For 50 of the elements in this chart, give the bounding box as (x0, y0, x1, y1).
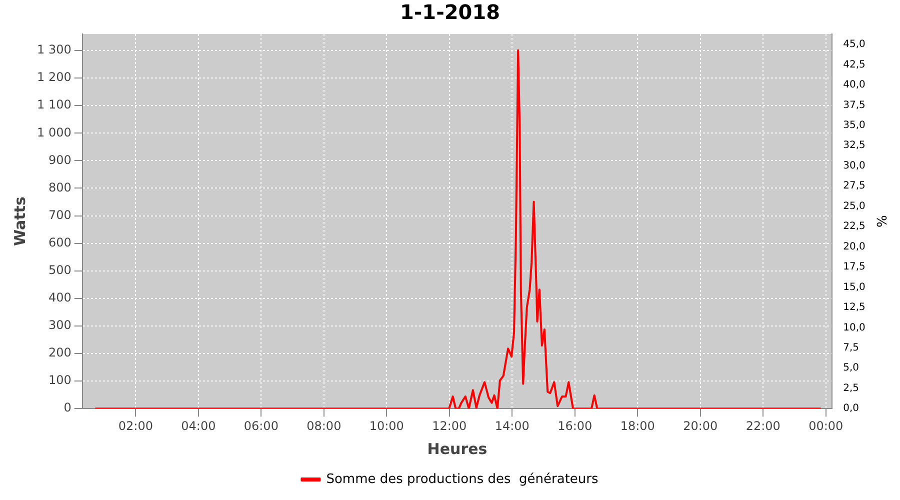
y2-tick-label: 45,0 (843, 39, 866, 50)
y2-tick-label: 10,0 (843, 322, 866, 334)
x-tick-label: 18:00 (620, 418, 655, 433)
x-axis-title: Heures (427, 440, 488, 458)
y2-tick-label: 20,0 (843, 241, 866, 252)
y-tick-label: 900 (48, 152, 72, 167)
x-tick-label: 14:00 (494, 418, 530, 433)
x-tick-label: 10:00 (369, 418, 404, 433)
y2-tick-label: 0,0 (843, 403, 860, 414)
y-tick-label: 400 (48, 290, 72, 305)
y2-tick-label: 35,0 (843, 120, 866, 132)
y-tick-label: 800 (48, 180, 72, 194)
chart-title: 1-1-2018 (400, 0, 500, 24)
x-tick-label: 04:00 (181, 418, 216, 433)
y-tick-label: 1 300 (36, 42, 72, 57)
x-tick-label: 06:00 (244, 418, 278, 433)
legend-label: Somme des productions des générateurs (326, 472, 599, 487)
y2-tick-label: 30,0 (843, 160, 866, 172)
x-tick-label: 08:00 (306, 418, 342, 433)
x-tick-label: 02:00 (118, 418, 153, 433)
y-tick-label: 500 (48, 263, 72, 278)
y2-tick-label: 7,5 (843, 342, 860, 354)
x-tick-label: 20:00 (683, 418, 718, 433)
y2-axis-title: % (872, 215, 888, 228)
y-tick-label: 1 000 (36, 125, 72, 140)
y2-tick-label: 22,5 (843, 221, 866, 232)
y-tick-label: 600 (48, 235, 72, 250)
y-tick-label: 200 (48, 346, 72, 360)
y2-tick-label: 2,5 (843, 382, 860, 394)
y-tick-label: 100 (48, 373, 72, 388)
y2-tick-label: 40,0 (843, 80, 866, 91)
x-tick-label: 22:00 (746, 418, 780, 433)
x-tick-label: 00:00 (808, 418, 844, 433)
y2-tick-label: 27,5 (843, 180, 866, 192)
y2-tick-label: 37,5 (843, 100, 866, 111)
y2-tick-label: 15,0 (843, 282, 866, 293)
y-tick-label: 700 (48, 208, 72, 222)
y2-tick-label: 42,5 (843, 59, 866, 70)
x-tick-label: 16:00 (558, 418, 592, 433)
y2-tick-label: 32,5 (843, 140, 866, 152)
y-tick-label: 0 (64, 400, 72, 415)
y2-tick-label: 12,5 (843, 302, 866, 314)
y2-tick-label: 5,0 (843, 362, 860, 374)
y2-tick-label: 17,5 (843, 262, 866, 273)
x-tick-label: 12:00 (432, 418, 467, 433)
y-tick-label: 300 (48, 318, 72, 332)
y-axis-title: Watts (10, 196, 29, 246)
y-tick-label: 1 100 (36, 98, 72, 112)
y2-tick-label: 25,0 (843, 200, 866, 212)
y-tick-label: 1 200 (36, 70, 72, 84)
